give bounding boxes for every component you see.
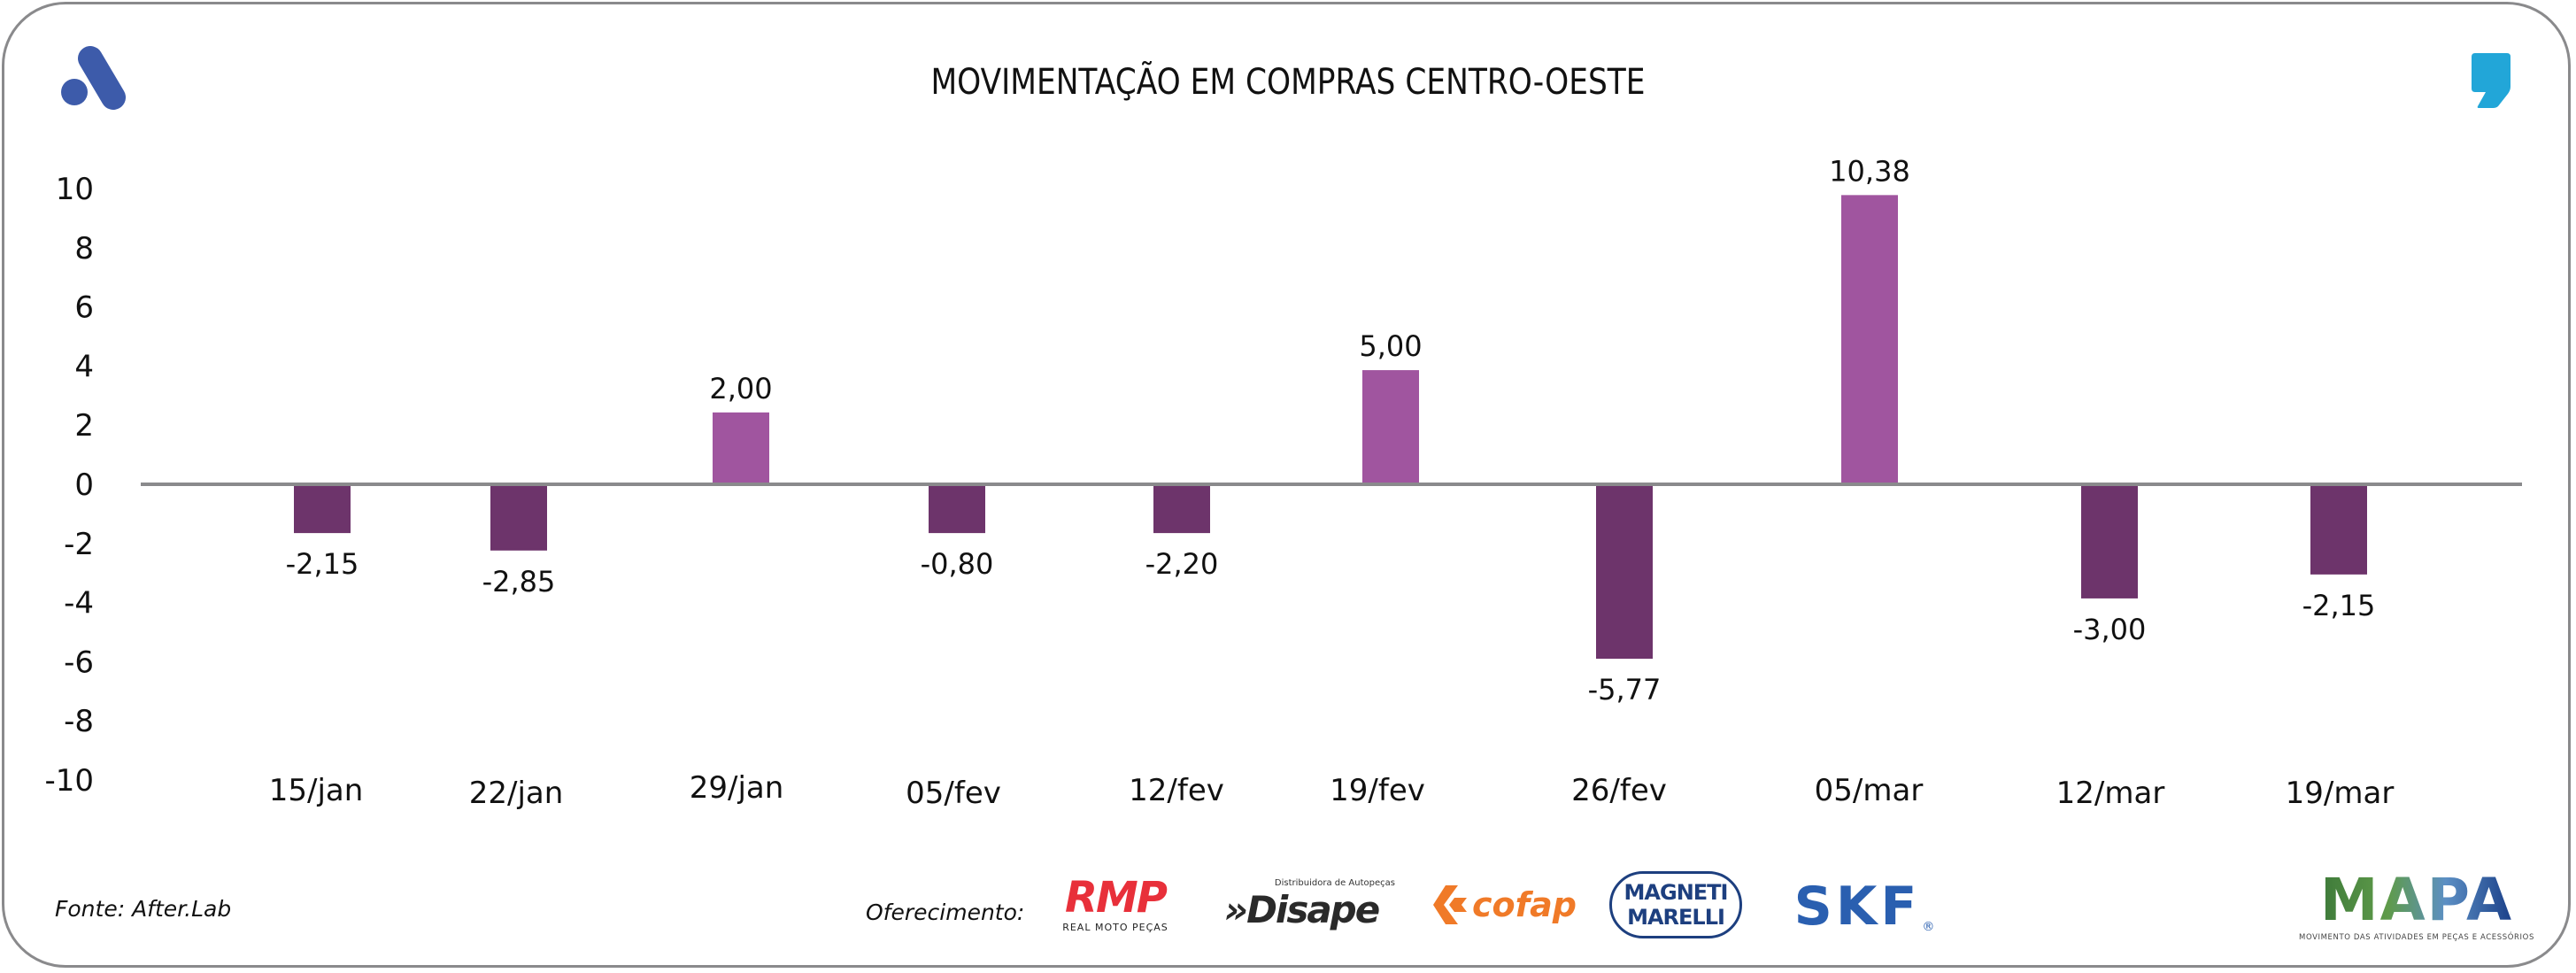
- cofap-name: cofap: [1471, 885, 1577, 924]
- x-tick-label: 05/fev: [906, 776, 1001, 811]
- sponsor-magneti-marelli-logo: MAGNETI MARELLI: [1609, 871, 1742, 938]
- data-label: -2,15: [286, 547, 359, 581]
- sponsor-cofap-logo: cofap: [1416, 876, 1593, 933]
- disape-tagline: Distribuidora de Autopeças: [1274, 878, 1395, 888]
- bar: [294, 484, 351, 534]
- disape-name: »Disape: [1223, 888, 1380, 931]
- bar: [1362, 370, 1419, 484]
- x-tick-label: 12/mar: [2056, 776, 2165, 811]
- x-tick-label: 26/fev: [1571, 773, 1667, 808]
- mapa-tagline: MOVIMENTO DAS ATIVIDADES EM PEÇAS E ACES…: [2299, 933, 2534, 942]
- data-label: -2,15: [2302, 589, 2376, 622]
- data-label: -3,00: [2073, 613, 2147, 646]
- sponsor-label: Oferecimento:: [866, 900, 1025, 925]
- chart-title: MOVIMENTAÇÃO EM COMPRAS CENTRO-OESTE: [930, 62, 1646, 103]
- sponsor-skf-logo: SKF ®: [1762, 875, 1967, 935]
- data-label: -2,85: [482, 565, 556, 598]
- x-tick-label: 22/jan: [469, 776, 564, 811]
- rmp-tagline: REAL MOTO PEÇAS: [1062, 922, 1168, 933]
- source-note: Fonte: After.Lab: [55, 896, 232, 922]
- x-tick-label: 15/jan: [269, 773, 364, 808]
- bar: [2310, 484, 2367, 575]
- data-label: -0,80: [921, 547, 994, 581]
- bar: [929, 484, 985, 534]
- comma-logo-icon: [2472, 53, 2510, 108]
- x-tick-label: 19/mar: [2286, 776, 2395, 811]
- cofap-chevron-icon: [1432, 885, 1467, 924]
- bar: [713, 412, 769, 484]
- data-label: 2,00: [709, 372, 772, 405]
- bar: [1596, 484, 1653, 660]
- y-tick-label: 10: [56, 172, 94, 207]
- y-tick-label: -6: [64, 645, 94, 680]
- bar: [490, 484, 547, 551]
- data-label: 5,00: [1359, 329, 1422, 363]
- y-tick-label: 2: [74, 408, 94, 444]
- mapa-name: MAPA: [2319, 866, 2514, 934]
- y-tick-label: 4: [74, 349, 94, 384]
- magneti-text: MAGNETI: [1623, 880, 1729, 905]
- registered-mark: ®: [1922, 920, 1935, 934]
- y-tick-label: 0: [74, 467, 94, 503]
- x-tick-label: 05/mar: [1815, 773, 1924, 808]
- brand-a-logo-icon: [61, 46, 126, 110]
- x-tick-label: 19/fev: [1330, 773, 1425, 808]
- mapa-logo: MAPA MOVIMENTO DAS ATIVIDADES EM PEÇAS E…: [2299, 866, 2534, 943]
- y-tick-label: 6: [74, 290, 94, 326]
- bar: [1153, 484, 1210, 534]
- y-tick-label: -2: [64, 527, 94, 562]
- data-label: 10,38: [1829, 154, 1910, 188]
- rmp-name: RMP: [1065, 873, 1168, 923]
- bar: [1841, 195, 1898, 484]
- x-tick-label: 12/fev: [1129, 773, 1224, 808]
- marelli-text: MARELLI: [1627, 905, 1725, 930]
- y-tick-label: -4: [64, 586, 94, 622]
- y-tick-label: 8: [74, 231, 94, 266]
- data-label: -5,77: [1588, 673, 1662, 707]
- data-label: -2,20: [1145, 547, 1219, 581]
- x-tick-label: 29/jan: [690, 770, 784, 806]
- y-tick-label: -8: [64, 704, 94, 739]
- disape-name-text: Disape: [1246, 888, 1380, 931]
- sponsor-disape-logo: Distribuidora de Autopeças »Disape: [1207, 873, 1395, 937]
- sponsor-rmp-logo: RMP REAL MOTO PEÇAS: [1045, 873, 1186, 937]
- skf-name: SKF: [1793, 876, 1921, 938]
- bar: [2081, 484, 2138, 598]
- y-tick-label: -10: [44, 763, 94, 799]
